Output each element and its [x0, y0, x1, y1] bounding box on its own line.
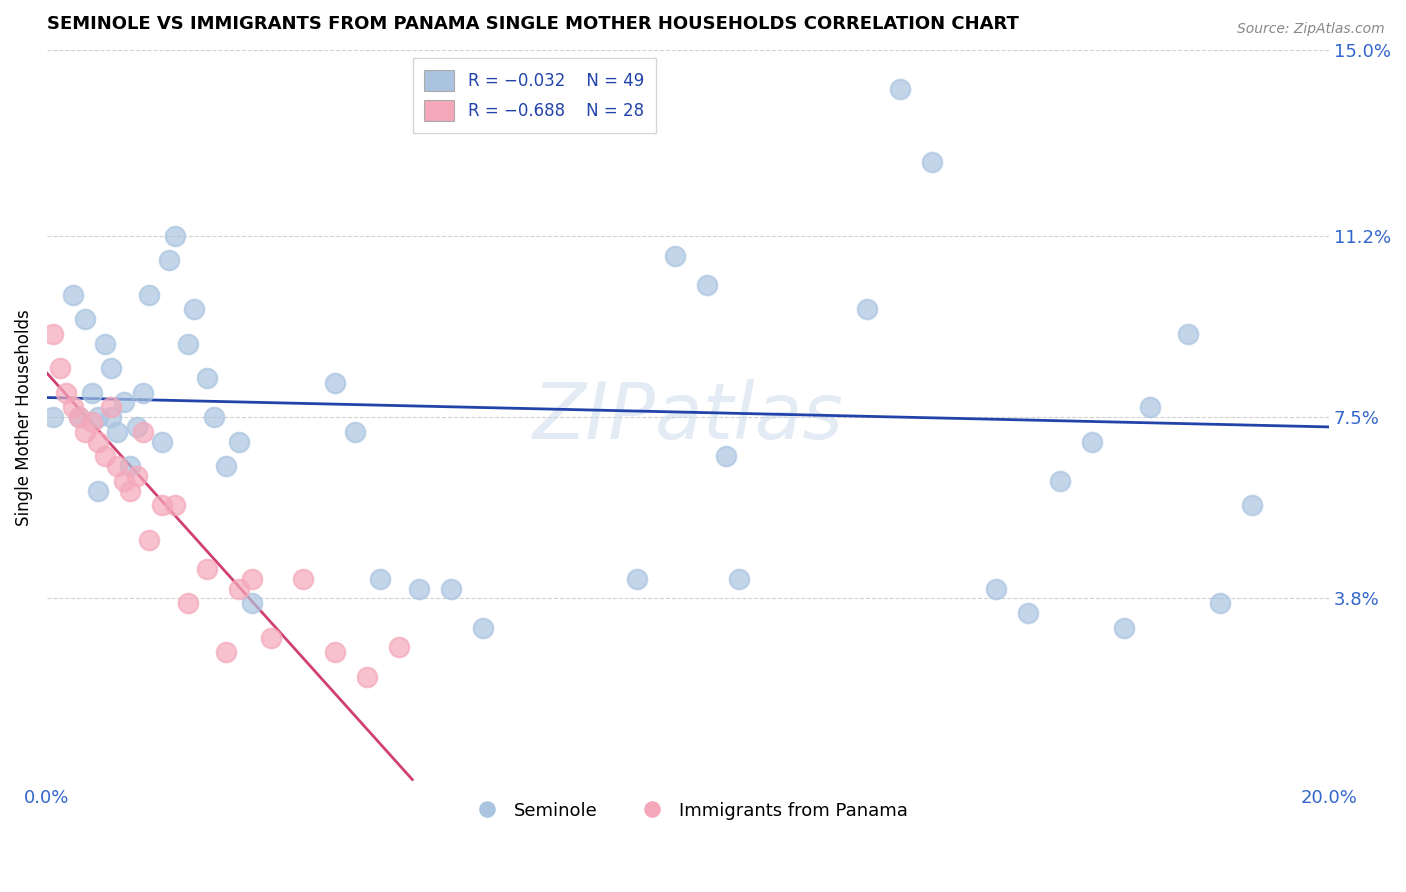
- Point: [195, 562, 218, 576]
- Point: [80, 415, 103, 429]
- Point: [138, 287, 160, 301]
- Point: [112, 474, 135, 488]
- Point: [132, 425, 155, 439]
- Point: [260, 631, 283, 645]
- Point: [696, 277, 718, 292]
- Point: [157, 253, 180, 268]
- Point: [87, 483, 110, 498]
- Point: [856, 302, 879, 317]
- Text: SEMINOLE VS IMMIGRANTS FROM PANAMA SINGLE MOTHER HOUSEHOLDS CORRELATION CHART: SEMINOLE VS IMMIGRANTS FROM PANAMA SINGL…: [46, 15, 1019, 33]
- Point: [100, 410, 122, 425]
- Point: [80, 385, 103, 400]
- Point: [138, 533, 160, 547]
- Point: [120, 459, 142, 474]
- Point: [921, 155, 943, 169]
- Point: [343, 425, 366, 439]
- Point: [356, 670, 378, 684]
- Point: [183, 302, 205, 317]
- Point: [368, 572, 391, 586]
- Point: [202, 410, 225, 425]
- Point: [984, 582, 1007, 596]
- Point: [1209, 596, 1232, 610]
- Point: [177, 336, 200, 351]
- Point: [125, 420, 148, 434]
- Point: [55, 385, 77, 400]
- Point: [716, 450, 738, 464]
- Point: [48, 361, 70, 376]
- Point: [228, 582, 250, 596]
- Point: [1139, 401, 1161, 415]
- Point: [325, 376, 347, 390]
- Point: [240, 596, 263, 610]
- Point: [107, 425, 129, 439]
- Legend: Seminole, Immigrants from Panama: Seminole, Immigrants from Panama: [461, 795, 915, 827]
- Point: [1112, 621, 1135, 635]
- Point: [325, 645, 347, 659]
- Point: [75, 425, 97, 439]
- Point: [120, 483, 142, 498]
- Point: [440, 582, 463, 596]
- Point: [471, 621, 494, 635]
- Point: [67, 410, 90, 425]
- Text: Source: ZipAtlas.com: Source: ZipAtlas.com: [1237, 22, 1385, 37]
- Point: [42, 410, 65, 425]
- Point: [1241, 498, 1264, 512]
- Point: [62, 287, 84, 301]
- Point: [87, 434, 110, 449]
- Point: [125, 469, 148, 483]
- Point: [100, 361, 122, 376]
- Point: [1177, 326, 1199, 341]
- Point: [112, 395, 135, 409]
- Point: [150, 434, 173, 449]
- Point: [408, 582, 430, 596]
- Point: [215, 645, 238, 659]
- Point: [1081, 434, 1104, 449]
- Point: [664, 248, 686, 262]
- Y-axis label: Single Mother Households: Single Mother Households: [15, 309, 32, 525]
- Point: [215, 459, 238, 474]
- Point: [388, 640, 411, 655]
- Point: [177, 596, 200, 610]
- Point: [165, 228, 187, 243]
- Point: [240, 572, 263, 586]
- Point: [132, 385, 155, 400]
- Point: [228, 434, 250, 449]
- Point: [93, 336, 115, 351]
- Point: [1049, 474, 1071, 488]
- Text: ZIPatlas: ZIPatlas: [533, 379, 844, 455]
- Point: [889, 82, 911, 96]
- Point: [62, 401, 84, 415]
- Point: [165, 498, 187, 512]
- Point: [87, 410, 110, 425]
- Point: [150, 498, 173, 512]
- Point: [1017, 606, 1039, 620]
- Point: [100, 401, 122, 415]
- Point: [195, 371, 218, 385]
- Point: [728, 572, 751, 586]
- Point: [107, 459, 129, 474]
- Point: [67, 410, 90, 425]
- Point: [292, 572, 315, 586]
- Point: [626, 572, 648, 586]
- Point: [93, 450, 115, 464]
- Point: [42, 326, 65, 341]
- Point: [75, 312, 97, 326]
